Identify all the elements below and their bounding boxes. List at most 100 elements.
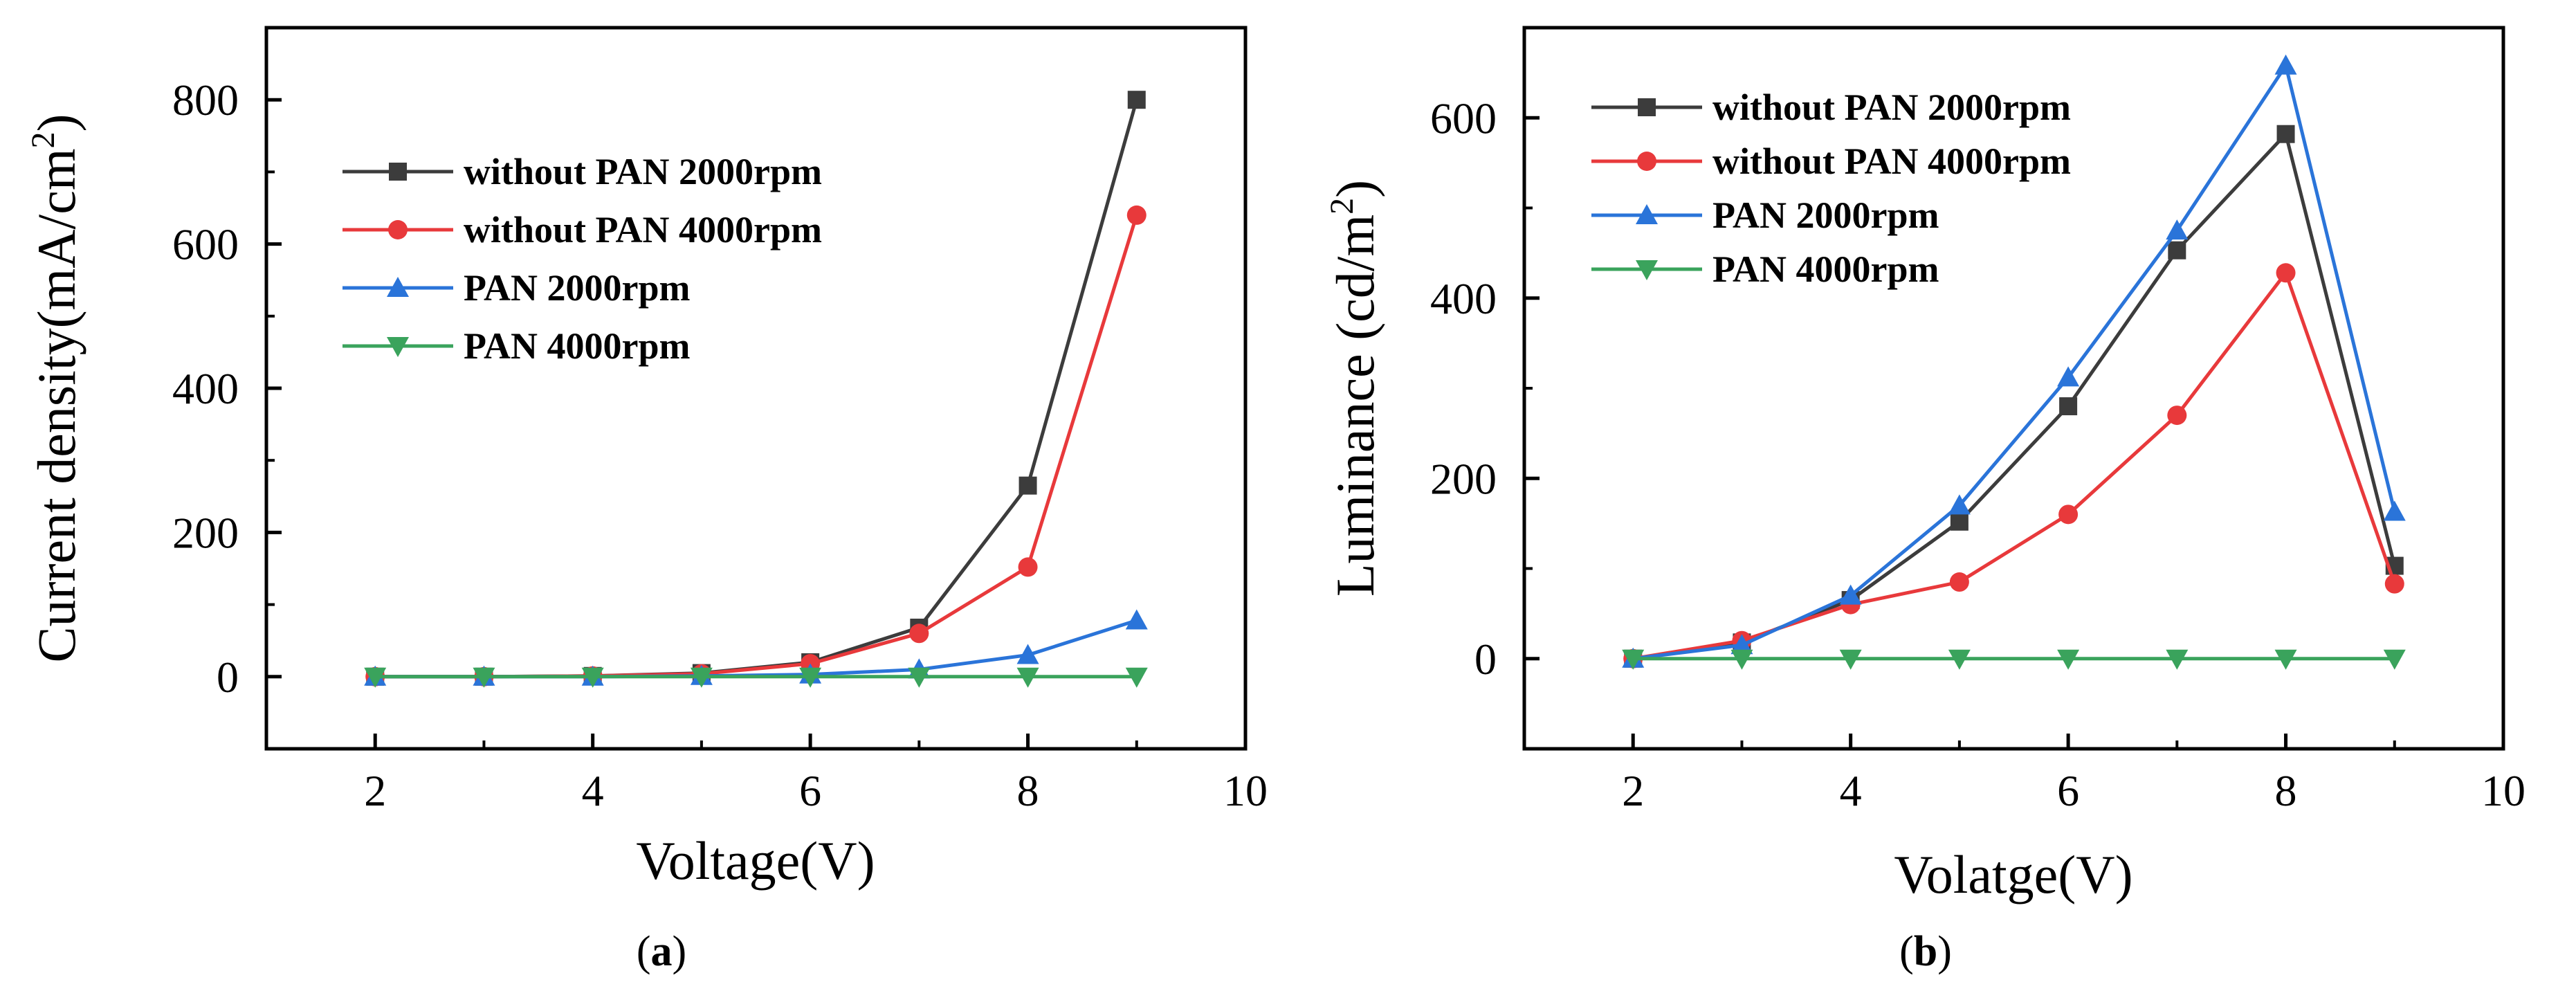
data-point-a-2 xyxy=(1018,557,1038,577)
y-tick-label-b: 400 xyxy=(1430,274,1497,323)
x-tick-label-b: 6 xyxy=(2057,766,2079,815)
data-point-b-4 xyxy=(2057,649,2080,670)
legend-label-b-4: PAN 4000rpm xyxy=(1712,248,1939,290)
y-tick-label-b: 0 xyxy=(1474,635,1497,684)
data-point-a-1 xyxy=(1127,91,1146,109)
y-axis-title-a-sup: 2 xyxy=(25,131,62,148)
caption-b: (b) xyxy=(1899,928,1952,975)
x-axis-title-a: Voltage(V) xyxy=(636,830,875,891)
legend-a: without PAN 2000rpm without PAN 4000rpm PA… xyxy=(342,151,822,367)
data-point-a-4 xyxy=(1125,667,1148,688)
data-point-b-2 xyxy=(2276,263,2296,283)
data-point-b-3 xyxy=(2166,219,2189,240)
x-tick-label-b: 2 xyxy=(1622,766,1644,815)
legend-b: without PAN 2000rpm without PAN 4000rpm PA… xyxy=(1591,87,2071,290)
legend-label-b-3: PAN 2000rpm xyxy=(1712,194,1939,236)
series-line-b-2 xyxy=(1632,271,2397,661)
data-point-a-4 xyxy=(1016,667,1039,688)
y-tick-label-b: 200 xyxy=(1430,454,1497,503)
data-point-b-4 xyxy=(1730,649,1753,670)
series-line-b-3 xyxy=(1632,64,2397,661)
tick-marks-b: 2 4 6 8 10 0 200 400 600 xyxy=(1430,93,2525,815)
legend-marker-b-4 xyxy=(1636,260,1658,280)
y-axis-title-b-close: ) xyxy=(1325,180,1385,198)
x-tick-label-a: 10 xyxy=(1223,766,1268,815)
data-point-a-4 xyxy=(581,667,604,688)
y-axis-title-a: Current density(mA/cm2) xyxy=(25,113,86,662)
legend-marker-b-2 xyxy=(1637,152,1656,171)
data-point-b-1 xyxy=(1950,512,1968,531)
legend-label-a-3: PAN 2000rpm xyxy=(464,267,690,309)
y-tick-label-a: 200 xyxy=(172,508,239,557)
data-point-a-4 xyxy=(908,667,931,688)
data-point-b-4 xyxy=(2274,649,2297,670)
x-tick-label-a: 4 xyxy=(582,766,604,815)
y-axis-title-b-main: Luminance (cd/m xyxy=(1325,215,1385,597)
legend-marker-a-1 xyxy=(389,163,407,181)
data-point-b-2 xyxy=(2384,574,2404,594)
y-axis-title-b: Luminance (cd/m2) xyxy=(1324,180,1385,597)
data-point-a-4 xyxy=(799,667,822,688)
legend-label-a-1: without PAN 2000rpm xyxy=(464,151,822,192)
caption-a-letter: a xyxy=(651,928,673,975)
data-point-a-4 xyxy=(364,667,387,688)
legend-label-b-2: without PAN 4000rpm xyxy=(1712,140,2071,182)
data-point-a-2 xyxy=(909,624,929,644)
data-point-b-4 xyxy=(1948,649,1971,670)
x-axis-title-b: Volatge(V) xyxy=(1894,844,2132,904)
data-point-b-3 xyxy=(2057,366,2080,387)
legend-marker-b-3 xyxy=(1636,204,1658,224)
y-tick-label-a: 0 xyxy=(217,653,239,702)
plot-frame-a xyxy=(264,26,1248,751)
data-marks-a xyxy=(364,91,1148,688)
legend-marker-a-3 xyxy=(387,277,409,297)
data-point-b-1 xyxy=(2059,397,2078,416)
legend-marker-a-2 xyxy=(388,220,408,239)
legend-label-b-1: without PAN 2000rpm xyxy=(1712,87,2071,128)
data-point-b-4 xyxy=(2383,649,2406,670)
legend-label-a-4: PAN 4000rpm xyxy=(464,325,690,367)
y-axis-title-a-main: Current density(mA/cm xyxy=(26,148,86,662)
x-tick-label-b: 4 xyxy=(1840,766,1862,815)
data-point-b-4 xyxy=(1622,649,1645,670)
plot-frame-b xyxy=(1522,26,2505,751)
data-point-b-2 xyxy=(1949,572,1969,592)
data-point-a-4 xyxy=(473,667,495,688)
x-tick-label-a: 2 xyxy=(364,766,386,815)
data-point-b-1 xyxy=(2168,241,2186,260)
data-point-b-2 xyxy=(2058,504,2079,525)
caption-a: (a) xyxy=(637,928,686,975)
y-tick-label-a: 600 xyxy=(172,220,239,269)
data-point-a-4 xyxy=(690,667,713,688)
data-point-b-4 xyxy=(1839,649,1862,670)
data-point-b-3 xyxy=(2383,500,2406,521)
y-axis-title-b-sup: 2 xyxy=(1324,198,1360,215)
data-point-b-4 xyxy=(2166,649,2189,670)
data-point-b-3 xyxy=(1730,634,1753,655)
tick-marks-a: 2 4 6 8 10 0 200 400 600 800 xyxy=(172,75,1268,815)
data-point-a-3 xyxy=(1125,609,1148,630)
y-tick-label-a: 400 xyxy=(172,364,239,413)
y-axis-title-a-close: ) xyxy=(26,113,86,131)
data-point-b-3 xyxy=(1839,584,1862,605)
data-marks-b xyxy=(1622,54,2406,670)
data-point-b-3 xyxy=(1948,494,1971,515)
y-tick-label-a: 800 xyxy=(172,75,239,125)
legend-marker-a-4 xyxy=(387,337,409,357)
legend-label-a-2: without PAN 4000rpm xyxy=(464,209,822,251)
data-point-b-2 xyxy=(2167,406,2187,426)
caption-b-letter: b xyxy=(1914,928,1937,975)
legend-marker-b-1 xyxy=(1638,98,1656,116)
x-tick-label-b: 8 xyxy=(2275,766,2297,815)
data-point-b-3 xyxy=(2274,54,2297,75)
data-point-b-1 xyxy=(2276,125,2295,143)
data-point-a-2 xyxy=(1126,205,1147,225)
data-point-a-1 xyxy=(1018,476,1037,495)
x-tick-label-a: 6 xyxy=(799,766,821,815)
data-point-a-3 xyxy=(1016,644,1039,664)
x-tick-label-b: 10 xyxy=(2481,766,2525,815)
x-tick-label-a: 8 xyxy=(1017,766,1039,815)
